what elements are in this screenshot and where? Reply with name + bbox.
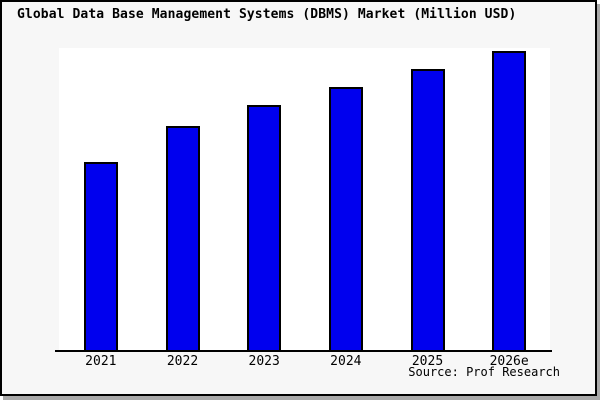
bar-2022	[165, 126, 200, 350]
plot-area	[59, 48, 550, 350]
x-tick-label-2023: 2023	[248, 354, 280, 369]
x-tick-label-2022: 2022	[166, 354, 199, 369]
bar-2025	[410, 69, 445, 350]
x-tick-label-2025: 2025	[411, 354, 444, 369]
bar-2021	[83, 162, 118, 350]
chart-title: Global Data Base Management Systems (DBM…	[17, 7, 517, 22]
x-tick-label-2021: 2021	[85, 354, 117, 369]
x-tick-label-2026e: 2026e	[489, 354, 529, 369]
x-axis-line	[55, 350, 552, 352]
bar-2026e	[492, 51, 527, 350]
source-note: Source: Prof Research	[408, 365, 560, 379]
bar-2023	[247, 105, 282, 350]
bar-2024	[328, 87, 363, 350]
x-tick-label-2024: 2024	[330, 354, 362, 369]
